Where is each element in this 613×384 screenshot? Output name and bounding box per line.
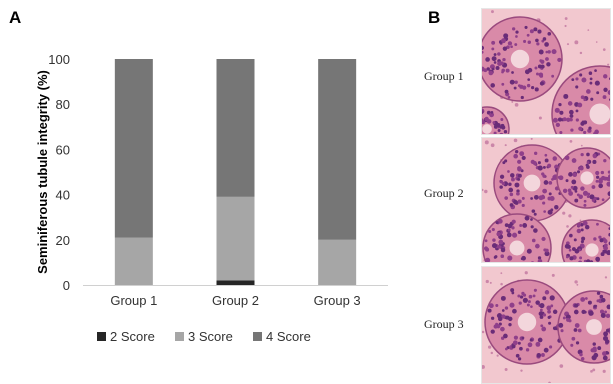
- y-tick-label: 20: [56, 233, 70, 248]
- legend-label-4-score: 4 Score: [266, 329, 311, 344]
- panel-label-a: A: [9, 8, 22, 27]
- legend-swatch-2-score: [97, 332, 106, 341]
- legend-label-3-score: 3 Score: [188, 329, 233, 344]
- y-axis-label: Seminiferous tubule integrity (%): [35, 70, 50, 274]
- bar-2-score-group-2: [216, 280, 255, 285]
- y-tick-label: 80: [56, 97, 70, 112]
- x-tick-label: Group 1: [110, 293, 157, 308]
- bar-3-score-group-3: [318, 239, 357, 285]
- bar-4-score-group-1: [114, 59, 153, 238]
- panel-label-b: B: [428, 8, 441, 27]
- bar-3-score-group-2: [216, 196, 255, 281]
- micrograph-label-group-3: Group 3: [424, 317, 464, 331]
- y-tick-label: 100: [48, 52, 70, 67]
- legend-swatch-3-score: [175, 332, 184, 341]
- bar-3-score-group-1: [114, 237, 153, 285]
- legend-label-2-score: 2 Score: [110, 329, 155, 344]
- micrograph-label-group-2: Group 2: [424, 186, 464, 200]
- y-tick-label: 60: [56, 142, 70, 157]
- micrograph-image-group-3: [481, 266, 611, 384]
- x-tick-label: Group 2: [212, 293, 259, 308]
- micrograph-label-group-1: Group 1: [424, 69, 464, 83]
- stacked-bar-chart: 0 20 40 60 80 100 Group 1 Group 2 Group 3 Semin…: [35, 52, 388, 344]
- y-tick-label: 40: [56, 188, 70, 203]
- legend-swatch-4-score: [253, 332, 262, 341]
- micrograph-image-group-1: [481, 8, 611, 135]
- bar-4-score-group-3: [318, 59, 357, 240]
- x-tick-label: Group 3: [314, 293, 361, 308]
- y-tick-label: 0: [63, 278, 70, 293]
- micrograph-image-group-2: [481, 137, 611, 263]
- bar-4-score-group-2: [216, 59, 255, 197]
